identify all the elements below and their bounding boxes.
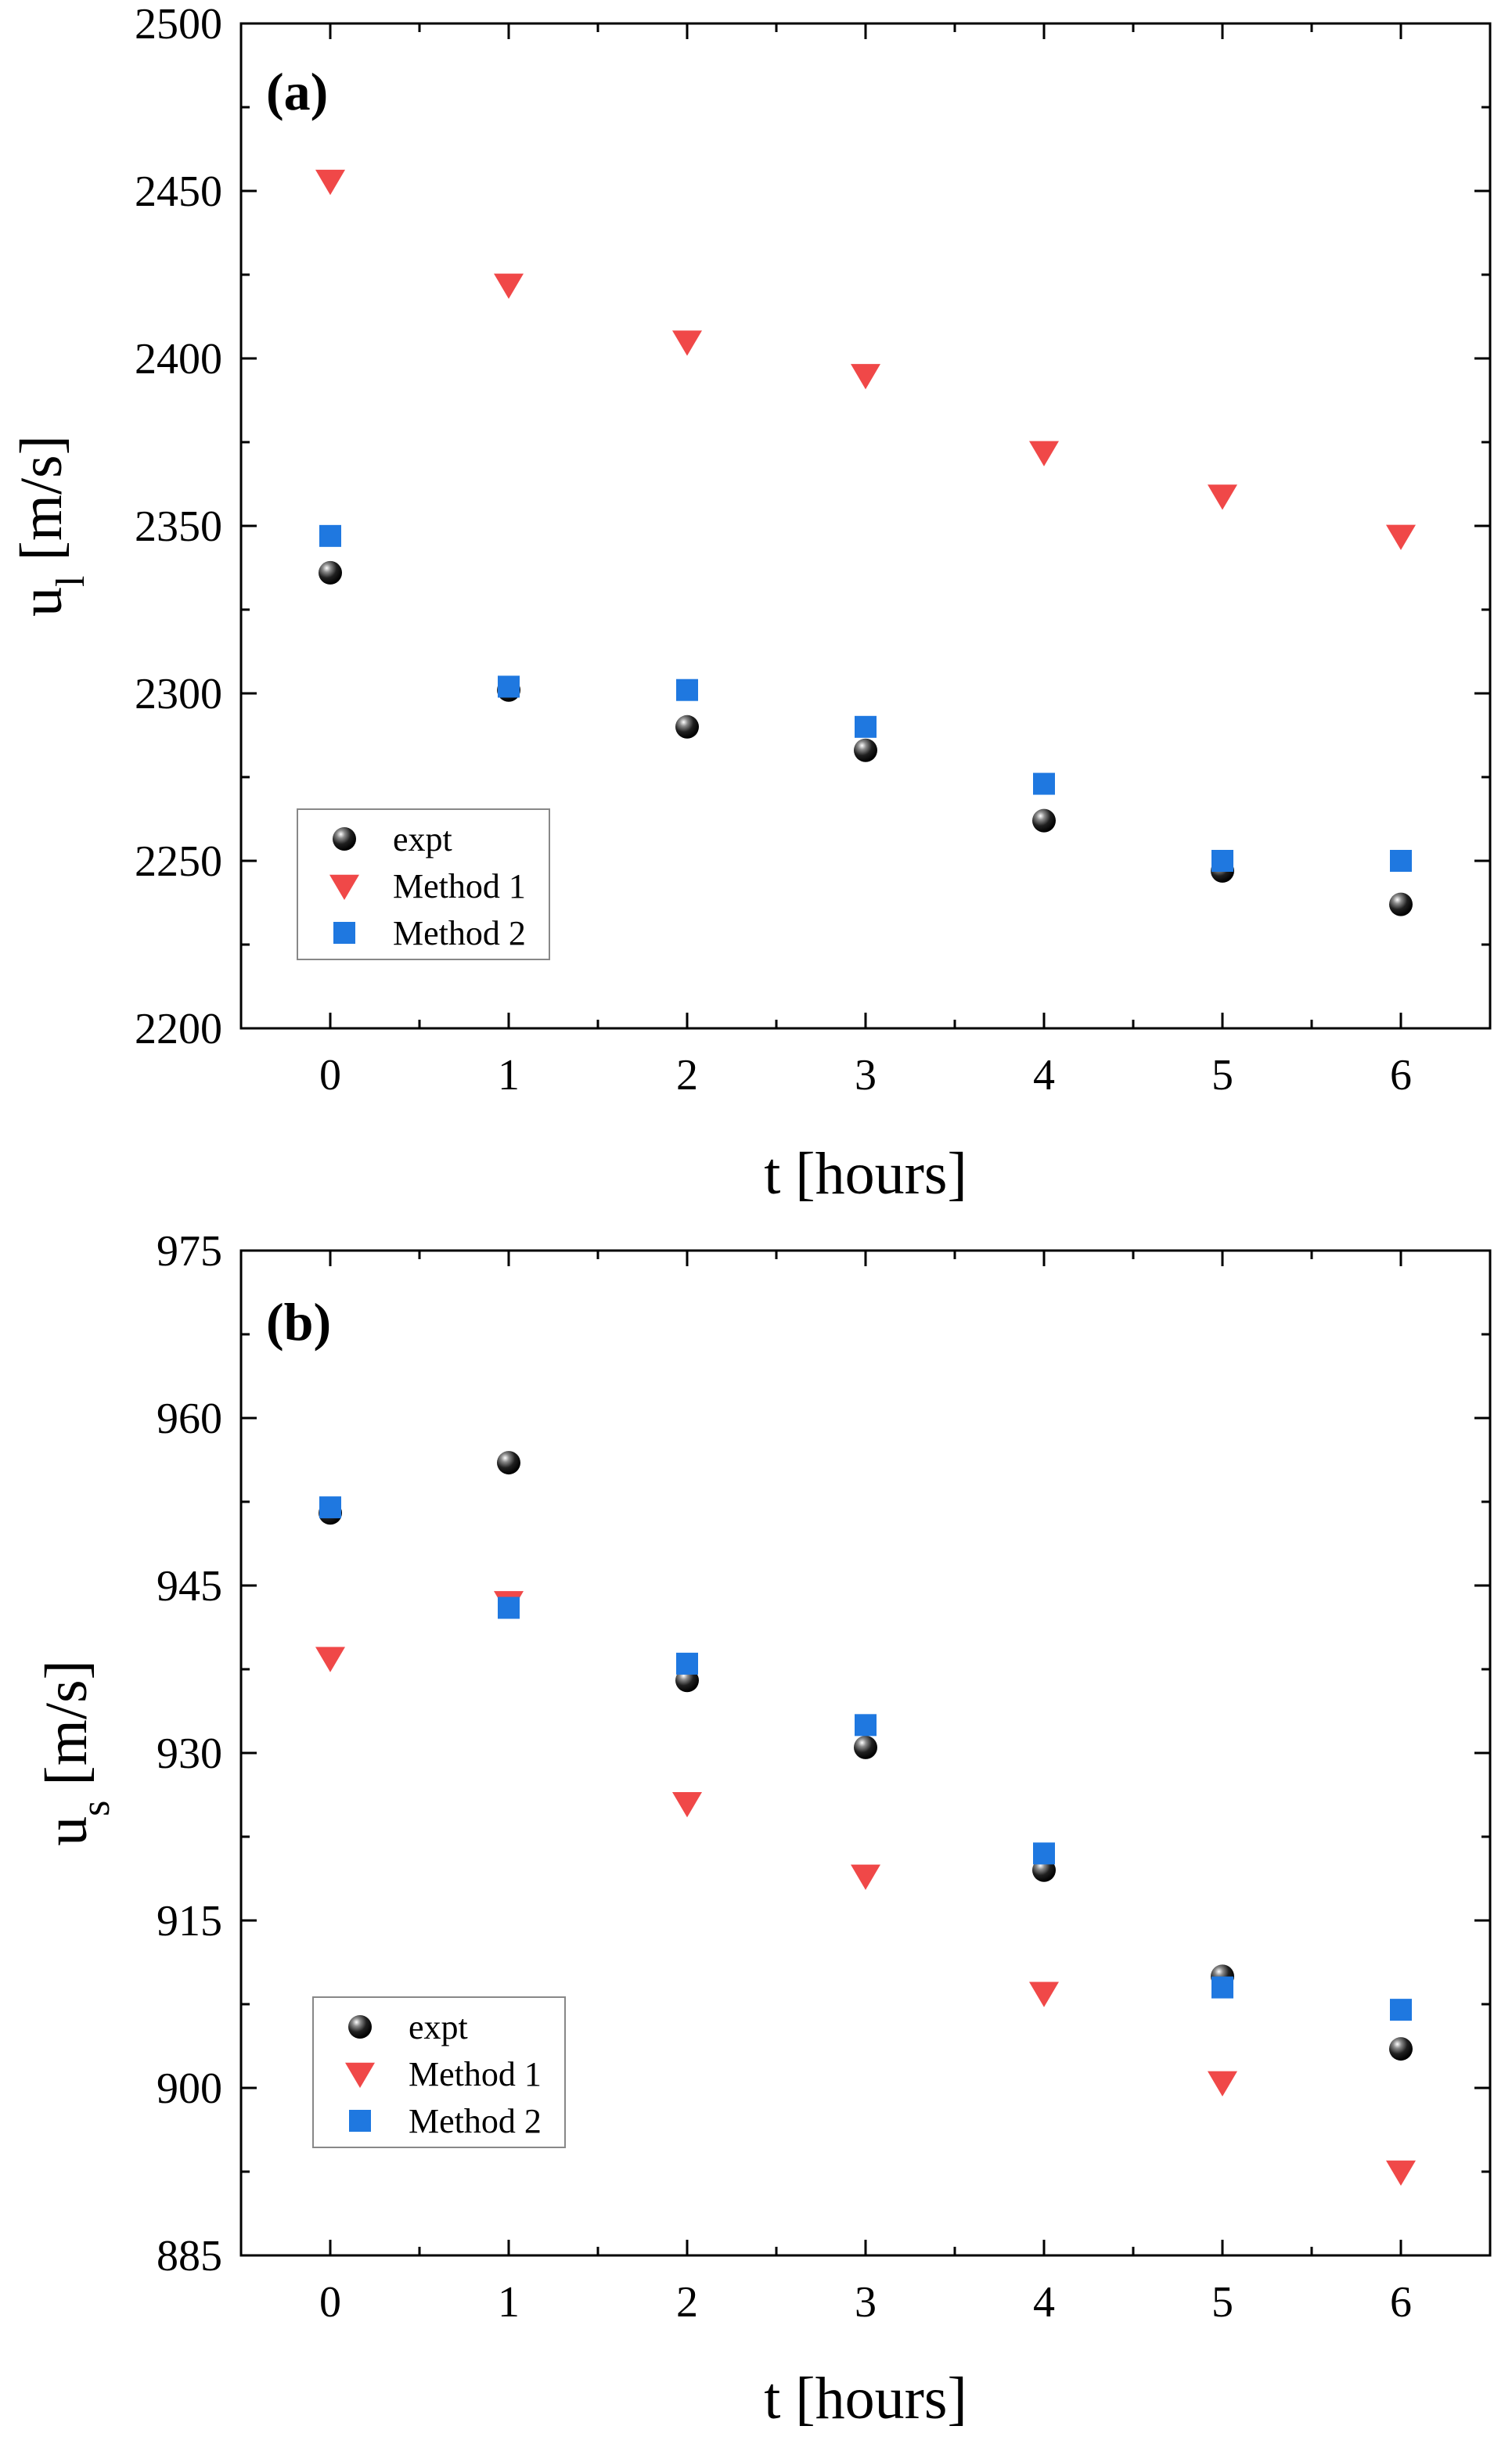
panel-b-point-method-1: [1029, 1981, 1059, 2007]
panel-b-legend-label: Method 1: [409, 2055, 542, 2093]
panel-b-point-method-2: [1211, 1976, 1233, 1999]
panel-b-point-method-1: [1208, 2071, 1237, 2097]
panel-a-point-expt: [319, 560, 342, 585]
panel-b-ytick-label: 885: [157, 2232, 222, 2280]
panel-a-xtick-label: 3: [855, 1051, 877, 1100]
panel-b-point-method-2: [676, 1652, 698, 1675]
panel-b-xtick-label: 4: [1033, 2278, 1055, 2327]
panel-b-yaxis-title: us [m/s]: [34, 1660, 118, 1846]
panel-b-legend-label: expt: [409, 2008, 468, 2046]
panel-a-point-expt: [854, 738, 877, 762]
panel-a-xtick-label: 0: [319, 1051, 341, 1100]
panel-b-point-expt: [497, 1451, 520, 1475]
panel-a-legend: expt Method 1 Method 2: [297, 808, 550, 960]
panel-a-ytick-label: 2200: [135, 1005, 222, 1053]
panel-a-xtick-label: 1: [498, 1051, 520, 1100]
panel-a-ytick-label: 2450: [135, 167, 222, 216]
panel-b-point-method-1: [672, 1791, 702, 1818]
panel-a-legend-label: expt: [393, 820, 452, 858]
panel-a-point-method-1: [315, 169, 345, 196]
panel-b: 885 900 915 930 945 960 975 0 1 2 3 4 5 6 t [hours] us …: [34, 1227, 1492, 2431]
panel-b-point-expt: [1389, 2037, 1413, 2061]
panel-a-xaxis-title: t [hours]: [764, 1141, 967, 1207]
panel-a-point-method-2: [676, 678, 698, 701]
panel-b-point-method-2: [498, 1596, 520, 1619]
panel-a-point-method-2: [1211, 850, 1233, 872]
panel-a-legend-label: Method 1: [393, 867, 526, 905]
panel-a-xtick-label: 2: [676, 1051, 698, 1100]
panel-b-xtick-label: 2: [676, 2278, 698, 2327]
panel-a: 2200 2250 2300 2350 2400 2450 2500 0 1 2 3 4 5 6 t [ho…: [9, 0, 1492, 1207]
panel-b-point-expt: [854, 1735, 877, 1759]
panel-b-legend: expt Method 1 Method 2: [312, 1996, 566, 2148]
panel-a-ytick-label: 2350: [135, 502, 222, 551]
panel-b-point-method-1: [851, 1864, 880, 1890]
panel-b-legend-marker: [345, 2062, 375, 2089]
panel-a-ytick-label: 2400: [135, 335, 222, 383]
panel-a-point-method-1: [1029, 441, 1059, 466]
panel-a-point-method-1: [672, 330, 702, 356]
panel-b-xaxis-title: t [hours]: [764, 2366, 967, 2431]
panel-a-point-method-1: [494, 273, 524, 299]
panel-b-legend-marker: [349, 2110, 371, 2132]
panel-b-xtick-label: 6: [1390, 2278, 1412, 2327]
panel-a-point-method-1: [1208, 484, 1237, 510]
panel-a-ytick-label: 2500: [135, 0, 222, 49]
panel-a-xtick-label: 4: [1033, 1051, 1055, 1100]
panel-b-xtick-label: 5: [1211, 2278, 1233, 2327]
panel-a-ytick-label: 2250: [135, 837, 222, 886]
panel-b-ytick-label: 960: [157, 1395, 222, 1443]
panel-b-point-method-1: [1386, 2160, 1416, 2187]
panel-b-xtick-label: 0: [319, 2278, 341, 2327]
panel-b-point-method-2: [319, 1496, 341, 1519]
panel-b-label: (b): [266, 1292, 331, 1352]
panel-a-point-method-1: [1386, 524, 1416, 550]
panel-a-point-expt: [1032, 808, 1056, 833]
panel-b-legend-marker: [348, 2015, 372, 2039]
panel-b-point-method-2: [855, 1714, 877, 1737]
panel-b-point-method-2: [1033, 1842, 1055, 1865]
panel-b-ytick-label: 930: [157, 1730, 222, 1778]
panel-a-legend-marker: [329, 874, 359, 901]
panel-a-ytick-label: 2300: [135, 670, 222, 718]
panel-a-label: (a): [266, 62, 328, 121]
panel-a-yaxis-title: ul [m/s]: [9, 435, 93, 617]
panel-a-legend-marker: [333, 827, 356, 851]
panel-a-point-expt: [675, 714, 699, 739]
panel-a-point-expt: [1389, 892, 1413, 916]
panel-b-point-method-1: [315, 1647, 345, 1672]
panel-b-ytick-label: 915: [157, 1897, 222, 1945]
panel-a-legend-label: Method 2: [393, 914, 526, 952]
panel-a-point-method-1: [851, 364, 880, 390]
panel-a-xtick-label: 5: [1211, 1051, 1233, 1100]
panel-b-ytick-label: 975: [157, 1227, 222, 1276]
panel-a-point-method-2: [855, 715, 877, 738]
panel-b-xtick-label: 1: [498, 2278, 520, 2327]
panel-a-point-method-2: [319, 524, 341, 547]
panel-a-legend-marker: [333, 922, 355, 944]
panel-a-point-method-2: [1033, 772, 1055, 795]
panel-b-xtick-label: 3: [855, 2278, 877, 2327]
panel-b-point-method-2: [1390, 1999, 1412, 2021]
panel-a-xtick-label: 6: [1390, 1051, 1412, 1100]
panel-a-point-method-2: [498, 675, 520, 698]
panel-b-ytick-label: 900: [157, 2064, 222, 2113]
panel-a-point-method-2: [1390, 850, 1412, 872]
panel-b-ytick-label: 945: [157, 1562, 222, 1611]
panel-b-legend-label: Method 2: [409, 2102, 542, 2140]
